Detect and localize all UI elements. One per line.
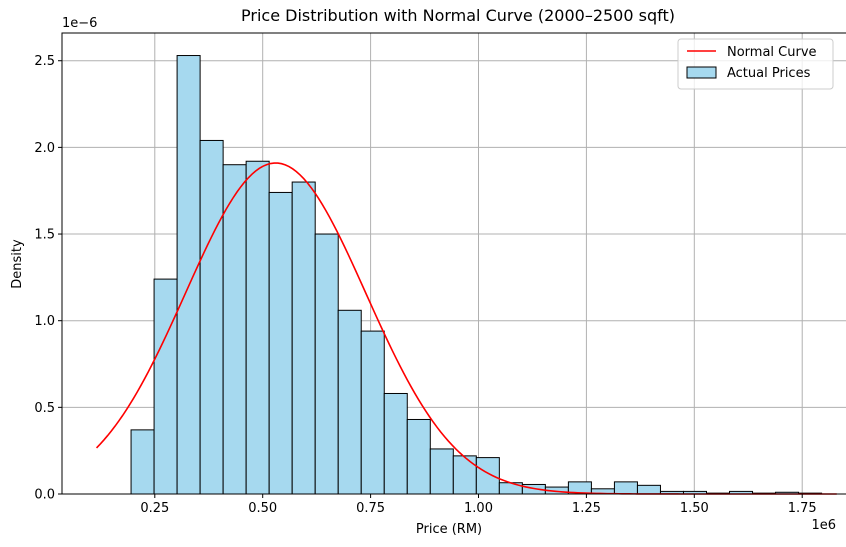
- legend-label-normal-curve: Normal Curve: [727, 45, 817, 60]
- x-offset-label: 1e6: [811, 518, 836, 533]
- x-axis-ticks: 0.25 0.50 0.75 1.00 1.25 1.50 1.75: [140, 494, 817, 516]
- histogram-bar: [475, 457, 500, 495]
- y-axis-label: Density: [10, 239, 25, 289]
- y-tick-label: 1.5: [34, 228, 55, 243]
- histogram-bar: [291, 181, 316, 495]
- histogram-bar: [130, 429, 155, 495]
- plot-frame: [61, 32, 846, 495]
- legend-box: [677, 38, 834, 90]
- histogram-bar: [314, 233, 339, 495]
- histogram-bar: [406, 418, 431, 495]
- x-tick-label: 0.75: [356, 501, 385, 516]
- histogram-bar: [360, 330, 385, 495]
- y-tick-label: 0.0: [34, 488, 55, 503]
- x-tick-label: 1.75: [788, 501, 817, 516]
- x-tick-label: 1.25: [572, 501, 601, 516]
- y-tick-label: 2.5: [34, 54, 55, 69]
- legend: Normal Curve Actual Prices: [677, 38, 834, 90]
- y-offset-label: 1e−6: [62, 16, 97, 31]
- histogram-bar: [613, 481, 638, 495]
- x-axis-label: Price (RM): [416, 522, 482, 537]
- histogram-bar: [337, 309, 362, 495]
- histogram-bar: [429, 448, 454, 495]
- histogram-bar: [176, 55, 201, 495]
- histogram-bar: [245, 160, 270, 495]
- chart-title: Price Distribution with Normal Curve (20…: [241, 6, 675, 25]
- histogram-bar: [383, 392, 408, 495]
- histogram-bar: [636, 484, 661, 495]
- histogram-bar: [153, 278, 178, 495]
- y-axis-ticks: 0.0 0.5 1.0 1.5 2.0 2.5: [34, 54, 62, 503]
- histogram-bar: [498, 482, 523, 495]
- legend-bar-swatch: [686, 66, 717, 79]
- histogram-bar: [452, 455, 477, 495]
- x-tick-label: 0.25: [140, 501, 169, 516]
- x-tick-label: 1.50: [680, 501, 709, 516]
- y-tick-label: 2.0: [34, 141, 55, 156]
- legend-label-actual-prices: Actual Prices: [727, 66, 811, 81]
- histogram-bar: [268, 191, 293, 495]
- histogram-bars: [130, 55, 823, 495]
- y-tick-label: 1.0: [34, 314, 55, 329]
- histogram-bar: [222, 164, 247, 495]
- histogram-bar: [199, 139, 224, 495]
- x-tick-label: 0.50: [248, 501, 277, 516]
- y-tick-label: 0.5: [34, 401, 55, 416]
- x-tick-label: 1.00: [464, 501, 493, 516]
